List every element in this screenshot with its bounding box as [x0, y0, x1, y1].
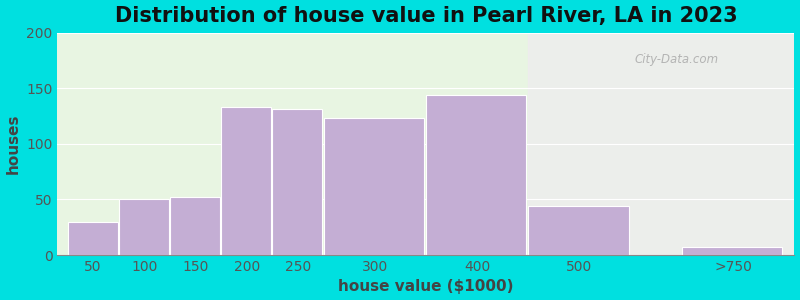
- Bar: [426, 95, 526, 255]
- Bar: [528, 206, 629, 255]
- Y-axis label: houses: houses: [6, 114, 21, 174]
- Bar: [67, 222, 118, 255]
- Text: City-Data.com: City-Data.com: [634, 53, 718, 66]
- Bar: [272, 110, 322, 255]
- Bar: [170, 197, 220, 255]
- X-axis label: house value ($1000): house value ($1000): [338, 279, 514, 294]
- Bar: [682, 247, 782, 255]
- Bar: [118, 200, 169, 255]
- Bar: [528, 33, 794, 255]
- Bar: [323, 118, 424, 255]
- Title: Distribution of house value in Pearl River, LA in 2023: Distribution of house value in Pearl Riv…: [114, 6, 738, 26]
- Bar: [221, 107, 271, 255]
